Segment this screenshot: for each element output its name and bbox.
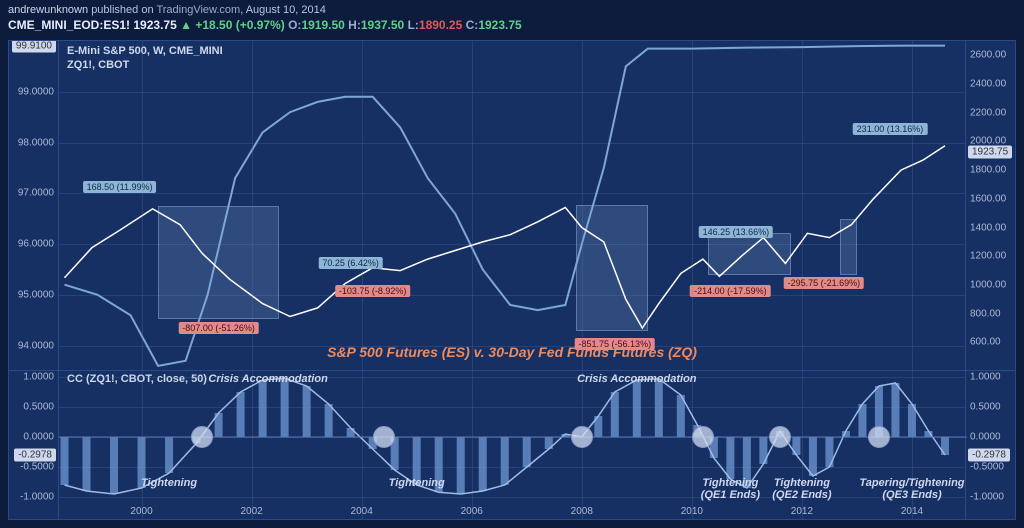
regime-label: Tightening <box>141 477 197 489</box>
author-name[interactable]: andrewunknown <box>8 4 88 16</box>
y-tick: 1400.00 <box>970 222 1006 233</box>
measure-label: 146.25 (13.66%) <box>699 226 774 238</box>
y-tick: -1.0000 <box>970 492 1004 503</box>
y-axis-left: 94.0000 95.0000 96.0000 97.0000 98.0000 99.00… <box>9 41 59 370</box>
y-axis-right: 600.00 800.00 1000.00 1200.00 1400.00 1600.00… <box>965 41 1015 370</box>
y-tick: 2400.00 <box>970 79 1006 90</box>
y-tick: 2600.00 <box>970 50 1006 61</box>
y-tick: 0.5000 <box>970 402 1001 413</box>
chart-area[interactable]: 94.0000 95.0000 96.0000 97.0000 98.0000 99.00… <box>8 40 1016 520</box>
y-tick: 96.0000 <box>18 239 54 250</box>
change-value: +18.50 (+0.97%) <box>195 18 284 32</box>
y-tick: 1.0000 <box>970 372 1001 383</box>
y-tick: 0.0000 <box>23 432 54 443</box>
regime-label: Crisis Accommodation <box>208 373 327 385</box>
cycle-marker <box>868 426 890 448</box>
regime-label: Crisis Accommodation <box>577 373 696 385</box>
publish-date: August 10, 2014 <box>246 4 326 16</box>
measure-label: -214.00 (-17.59%) <box>690 285 771 297</box>
main-plot[interactable]: E-Mini S&P 500, W, CME_MINI ZQ1!, CBOT S… <box>59 41 965 370</box>
cc-value-badge: -0.2978 <box>14 448 56 461</box>
y-tick: 800.00 <box>970 308 1001 319</box>
regime-label: Tightening <box>389 477 445 489</box>
cc-value-badge: -0.2978 <box>968 448 1010 461</box>
cycle-marker <box>191 426 213 448</box>
ticker-line: CME_MINI_EOD:ES1! 1923.75 ▲ +18.50 (+0.9… <box>0 18 1024 36</box>
y-tick: 94.0000 <box>18 340 54 351</box>
ohlc-high: 1937.50 <box>361 18 404 32</box>
ohlc-close: 1923.75 <box>478 18 521 32</box>
y-tick: 1600.00 <box>970 193 1006 204</box>
cycle-marker <box>769 426 791 448</box>
measure-label: 168.50 (11.99%) <box>83 181 157 193</box>
y-tick: 2200.00 <box>970 107 1006 118</box>
site-name[interactable]: TradingView.com <box>156 4 240 16</box>
y-tick: 99.0000 <box>18 86 54 97</box>
y-tick: 600.00 <box>970 337 1001 348</box>
cycle-marker <box>692 426 714 448</box>
y-tick: 0.5000 <box>23 402 54 413</box>
y-tick: 1800.00 <box>970 165 1006 176</box>
y-tick: -0.5000 <box>20 462 54 473</box>
y-tick: 98.0000 <box>18 137 54 148</box>
regime-label: Tightening (QE2 Ends) <box>772 477 831 501</box>
measure-label: -807.00 (-51.26%) <box>178 322 259 334</box>
y-tick: -0.5000 <box>970 462 1004 473</box>
ohlc-low: 1890.25 <box>419 18 462 32</box>
symbol[interactable]: CME_MINI_EOD:ES1! <box>8 18 130 32</box>
publish-info: andrewunknown published on TradingView.c… <box>0 0 1024 18</box>
measure-label: -295.75 (-21.69%) <box>784 277 865 289</box>
measure-label: -103.75 (-8.92%) <box>335 285 411 297</box>
measure-label: 70.25 (6.42%) <box>318 257 383 269</box>
ohlc-open: 1919.50 <box>301 18 344 32</box>
y-tick: 1.0000 <box>23 372 54 383</box>
y-badge-left: 99.9100 <box>12 41 56 52</box>
cycle-marker <box>571 426 593 448</box>
y-tick: 1000.00 <box>970 279 1006 290</box>
sub-y-axis-left: -1.0000 -0.5000 0.0000 0.5000 1.0000 -0.2978 <box>9 371 59 519</box>
y-tick: 95.0000 <box>18 289 54 300</box>
measure-label: 231.00 (13.16%) <box>853 123 928 135</box>
measure-label: -851.75 (-56.13%) <box>575 338 656 350</box>
last-price: 1923.75 <box>133 18 176 32</box>
y-tick: 1200.00 <box>970 251 1006 262</box>
change-arrow: ▲ <box>180 18 192 32</box>
regime-label: Tapering/Tightening (QE3 Ends) <box>859 477 964 501</box>
y-tick: 0.0000 <box>970 432 1001 443</box>
sub-pane[interactable]: -1.0000-0.50000.00000.50001.0000-0.2978 … <box>9 371 1015 519</box>
y-tick: -1.0000 <box>20 492 54 503</box>
main-pane[interactable]: 94.0000 95.0000 96.0000 97.0000 98.0000 99.00… <box>9 41 1015 371</box>
y-badge-right: 1923.75 <box>968 146 1012 159</box>
sub-y-axis-right: -1.0000 -0.5000 0.0000 0.5000 1.0000 -0.2978 <box>965 371 1015 519</box>
sub-plot[interactable]: CC (ZQ1!, CBOT, close, 50) 2000200220042… <box>59 371 965 519</box>
cycle-marker <box>373 426 395 448</box>
regime-label: Tightening (QE1 Ends) <box>701 477 760 501</box>
y-tick: 97.0000 <box>18 188 54 199</box>
